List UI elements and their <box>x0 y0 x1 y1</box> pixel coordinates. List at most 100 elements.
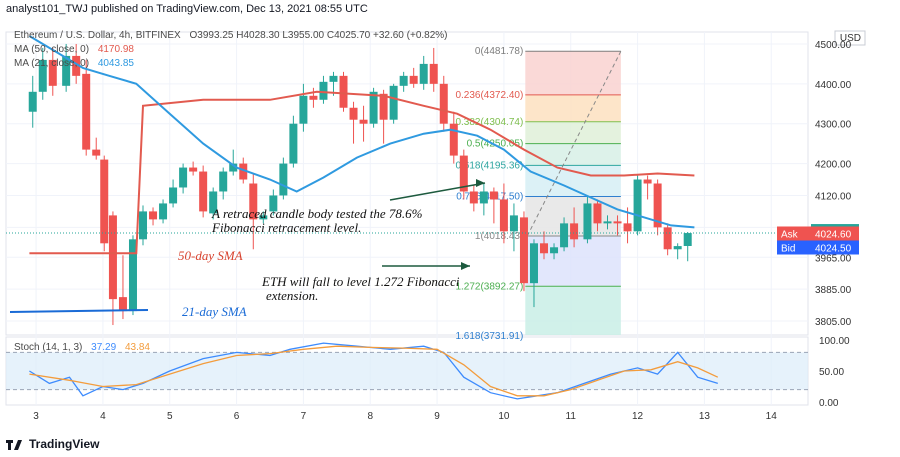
candle <box>439 75 448 132</box>
candle-body <box>249 183 258 220</box>
candle <box>643 175 652 200</box>
candle-body <box>409 75 418 84</box>
legend-stoch-k: 37.29 <box>91 342 117 353</box>
candle <box>663 223 672 256</box>
candle <box>489 187 498 224</box>
candle-body <box>209 191 218 214</box>
candle <box>369 87 378 128</box>
candle <box>519 211 528 292</box>
annotation-retrace-line2: Fibonacci retracement level. <box>212 220 362 235</box>
stoch-tick-label: 50.00 <box>819 367 844 378</box>
price-tick-label: 4500.00 <box>815 40 852 51</box>
annotation-fall: ETH will fall to level 1.272 Fibonacci e… <box>262 275 460 303</box>
candle-body <box>329 75 338 82</box>
candle <box>259 211 268 224</box>
candle-body <box>583 203 592 240</box>
stochastic-pane <box>6 342 808 400</box>
candle <box>118 255 127 320</box>
price-tick-label: 4120.00 <box>815 191 852 202</box>
arrow-head <box>476 179 485 187</box>
candle-body <box>449 123 458 156</box>
fib-zone <box>525 51 621 95</box>
axis-currency-box <box>834 30 866 46</box>
annotation-sma50: 50-day SMA <box>178 248 243 263</box>
candle <box>189 161 198 176</box>
candle-body <box>169 187 178 204</box>
candle <box>128 235 137 316</box>
fib-level-label: 1(4018.43) <box>475 231 523 242</box>
candle <box>92 137 101 160</box>
candle-body <box>159 203 168 220</box>
fib-zone <box>525 94 621 122</box>
candle <box>149 207 158 226</box>
time-tick-label: 5 <box>167 411 173 422</box>
candle <box>62 43 71 92</box>
ask-label: Ask <box>781 229 799 240</box>
candle-body <box>319 81 328 100</box>
time-tick-label: 3 <box>33 411 39 422</box>
publish-line: analyst101_TWJ published on TradingView.… <box>6 3 368 15</box>
legend-ma50-row[interactable]: MA (50, close, 0) 4170.98 <box>14 44 134 55</box>
candle <box>28 75 37 128</box>
candle-body <box>179 167 188 188</box>
ma21-line <box>28 35 695 229</box>
sma21-pointer-line <box>9 309 149 313</box>
candle-body <box>519 217 528 284</box>
stoch-tick-label: 100.00 <box>819 336 850 347</box>
candle-body <box>633 179 642 232</box>
candle-body <box>673 246 682 250</box>
candle-body <box>48 59 57 86</box>
candle-body <box>540 243 549 254</box>
fib-level-label: 0.618(4195.36) <box>455 160 523 171</box>
candle-body <box>299 95 308 124</box>
candle-body <box>479 191 488 204</box>
candle-body <box>560 223 569 248</box>
candle-body <box>489 191 498 200</box>
candle <box>509 203 518 252</box>
candle-body <box>62 55 71 86</box>
candle <box>319 75 328 104</box>
candle-body <box>289 123 298 164</box>
arrow-shaft <box>389 182 486 201</box>
time-tick-label: 11 <box>566 411 577 422</box>
time-tick-label: 13 <box>699 411 711 422</box>
fib-zone <box>525 143 621 166</box>
candle <box>349 101 358 144</box>
candle <box>593 199 602 232</box>
candle <box>429 47 438 92</box>
legend-ma50-value: 4170.98 <box>97 44 134 55</box>
legend-symbol-row: Ethereum / U.S. Dollar, 4h, BITFINEX O39… <box>14 30 448 41</box>
time-tick-label: 9 <box>434 411 440 422</box>
ma50-line <box>29 90 695 255</box>
candle-body <box>653 183 662 228</box>
fib-zone <box>525 165 621 197</box>
candle-body <box>429 63 438 84</box>
candle <box>399 71 408 92</box>
candle <box>359 105 368 142</box>
candle-body <box>529 243 538 284</box>
candle-body <box>72 55 81 76</box>
candle-body <box>379 93 388 120</box>
bid-tag <box>777 240 859 255</box>
legend-ma21-row[interactable]: MA (21, close, 0) 4043.85 <box>14 58 134 69</box>
fib-zone <box>525 235 621 287</box>
legend-symbol[interactable]: Ethereum / U.S. Dollar, 4h, BITFINEX <box>14 30 181 41</box>
candle <box>479 183 488 216</box>
candle <box>389 83 398 124</box>
candle <box>179 163 188 194</box>
bid-label: Bid <box>781 243 795 254</box>
candle-body <box>149 211 158 220</box>
candle-body <box>349 107 358 120</box>
candle <box>209 187 218 220</box>
candles <box>28 43 692 326</box>
candle-body <box>469 191 478 204</box>
footer[interactable]: TradingView <box>6 434 99 454</box>
fib-level-label: 0.786(4117.50) <box>456 191 523 202</box>
candle <box>289 115 298 168</box>
arrow-head <box>461 262 470 270</box>
time-tick-label: 7 <box>301 411 307 422</box>
candle <box>199 165 208 218</box>
legend-stoch-row[interactable]: Stoch (14, 1, 3) 37.29 43.84 <box>14 342 150 353</box>
fib-level-label: 1.618(3731.91) <box>455 331 523 342</box>
